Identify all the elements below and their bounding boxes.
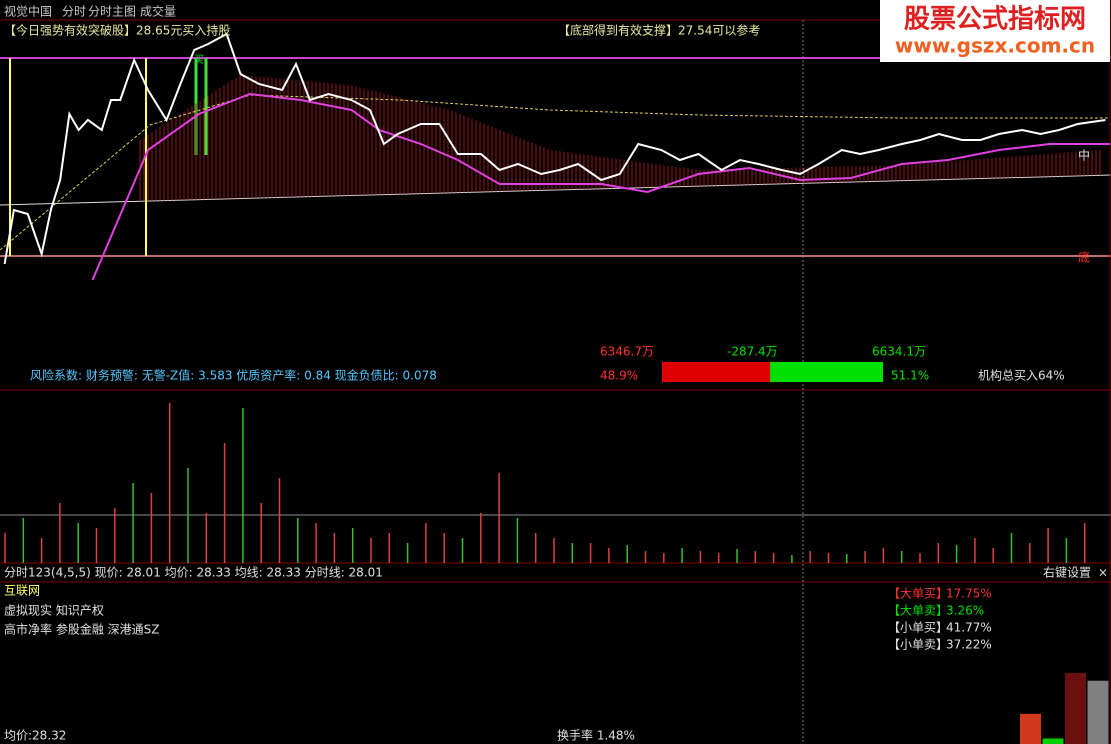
order-label: 【小单卖】 [888, 638, 948, 652]
sell-amount: 6346.7万 [600, 345, 654, 359]
order-value: 17.75% [946, 587, 992, 601]
order-value: 41.77% [946, 621, 992, 635]
buy-bar [770, 362, 883, 382]
tab[interactable]: 分时主图 [88, 5, 136, 19]
order-label: 【大单卖】 [888, 604, 948, 618]
order-label: 【小单买】 [888, 621, 948, 635]
order-bar [1042, 738, 1064, 744]
close-button[interactable]: × [1098, 566, 1108, 580]
base-trend-line [0, 174, 1111, 206]
indicator-title: 分时123(4,5,5) 现价: 28.01 均价: 28.33 均线: 28.… [4, 566, 383, 580]
tab[interactable]: 成交量 [140, 4, 176, 19]
buy-marker: 买 [194, 54, 204, 66]
turnover: 换手率 1.48% [557, 728, 635, 743]
sell-pct: 48.9% [600, 369, 638, 383]
order-value: 3.26% [946, 604, 984, 618]
order-bar [1020, 713, 1041, 744]
ma-line [91, 92, 1110, 281]
settings[interactable]: 右键设置 [1043, 565, 1091, 580]
risk-text: 风险系数: 财务预警: 无警-Z值: 3.583 优质资产率: 0.84 现金负… [30, 368, 437, 383]
price-line [3, 32, 1106, 265]
buy-pct: 51.1% [891, 369, 929, 383]
institution: 机构总买入64% [978, 368, 1065, 383]
marks-layer [3, 32, 1110, 744]
avg-price: 均价:28.32 [4, 729, 66, 743]
order-bar [1065, 672, 1086, 744]
level-label: 底 [1078, 250, 1090, 265]
signal-text: 【今日强势有效突破股】28.65元买入持股 [4, 23, 230, 38]
order-bar [1087, 680, 1109, 744]
tab[interactable]: 视觉中国 [4, 4, 52, 19]
avg-line [0, 94, 1110, 251]
tag: 虚拟现实 知识产权 [4, 603, 104, 618]
level-label: 中 [1078, 148, 1090, 163]
signal-text: 【底部得到有效支撑】27.54可以参考 [558, 23, 760, 38]
watermark-box [880, 0, 1110, 62]
watermark-title: 股票公式指标网 [904, 5, 1086, 35]
watermark-url: www.gszx.com.cn [895, 34, 1095, 58]
tab[interactable]: 分时 [62, 5, 86, 19]
tag: 高市净率 参股金融 深港通SZ [4, 622, 159, 637]
sell-bar [662, 362, 771, 382]
order-value: 37.22% [946, 638, 992, 652]
tag: 互联网 [4, 584, 40, 598]
net-amount: -287.4万 [727, 345, 778, 359]
buy-amount: 6634.1万 [872, 345, 926, 359]
order-label: 【大单买】 [888, 587, 948, 601]
